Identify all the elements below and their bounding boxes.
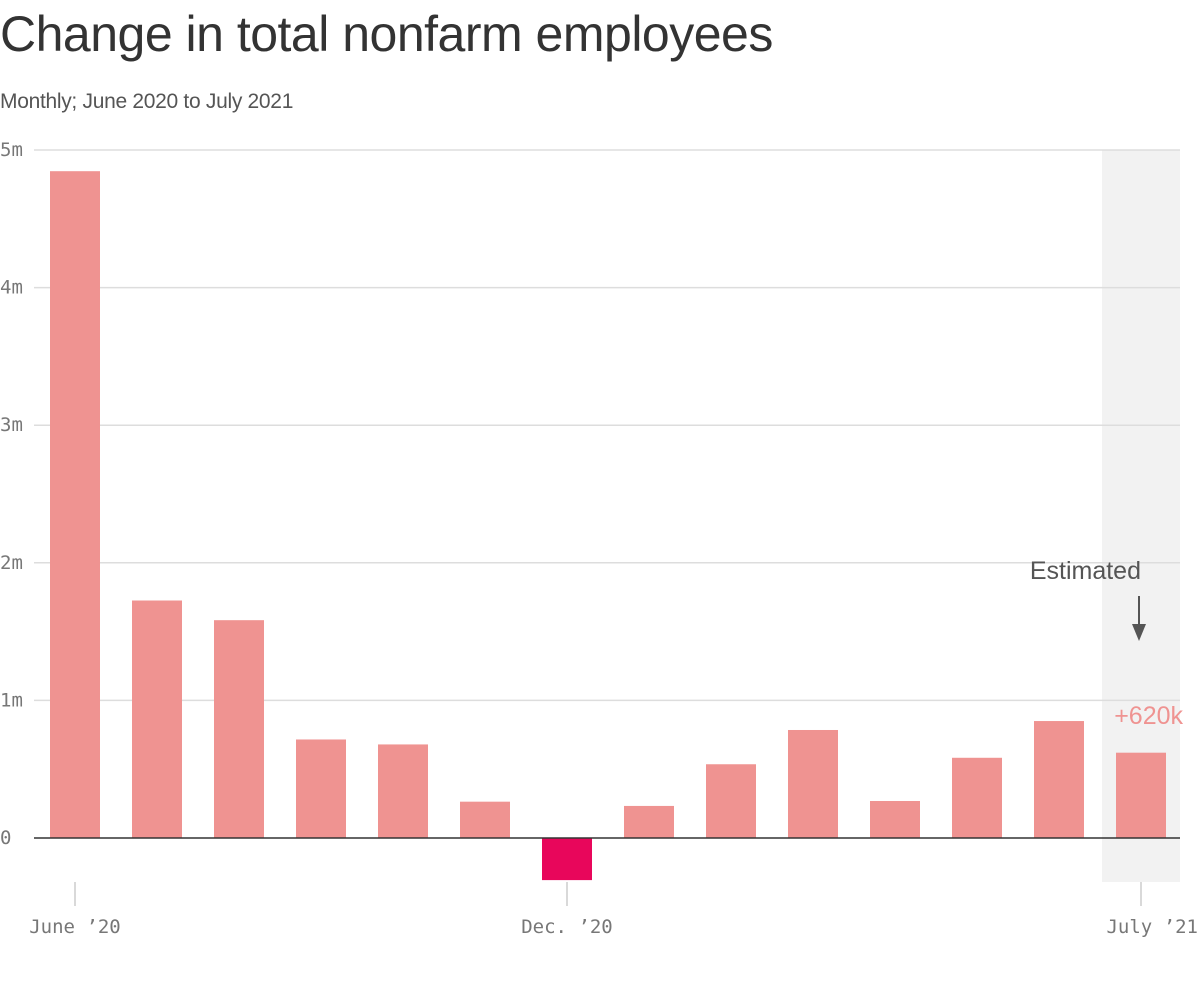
axes: 0 1m 2m 3m 4m 5m June ’20 Dec. ’20 July ’21 <box>0 139 1198 938</box>
chart-title: Change in total nonfarm employees <box>0 6 773 62</box>
estimated-annotation: Estimated <box>1030 557 1141 585</box>
bar <box>460 801 510 838</box>
estimated-arrow-head <box>1132 624 1146 641</box>
y-tick-label: 1m <box>0 689 23 711</box>
estimated-value-label: +620k <box>1114 702 1183 730</box>
bar <box>952 757 1002 838</box>
bars <box>50 171 1166 881</box>
x-tick-label: June ’20 <box>29 916 121 938</box>
chart-subtitle: Monthly; June 2020 to July 2021 <box>0 90 294 113</box>
bar <box>788 729 838 838</box>
y-tick-label: 3m <box>0 414 23 436</box>
bar <box>542 838 592 881</box>
y-tick-label: 5m <box>0 139 23 161</box>
bar <box>132 600 182 838</box>
x-tick-label: Dec. ’20 <box>521 916 613 938</box>
bar <box>870 800 920 838</box>
gridlines <box>34 149 1180 702</box>
y-tick-label: 0 <box>0 827 11 849</box>
bar <box>296 739 346 838</box>
y-tick-label: 4m <box>0 277 23 299</box>
bar <box>50 171 100 838</box>
x-tick-label: July ’21 <box>1106 916 1198 938</box>
bar <box>1034 721 1084 838</box>
bar <box>624 805 674 838</box>
y-tick-label: 2m <box>0 552 23 574</box>
bar <box>1116 752 1166 838</box>
bar <box>706 764 756 838</box>
bar <box>378 744 428 838</box>
bar <box>214 620 264 838</box>
annotations: Estimated +620k <box>1030 557 1184 730</box>
